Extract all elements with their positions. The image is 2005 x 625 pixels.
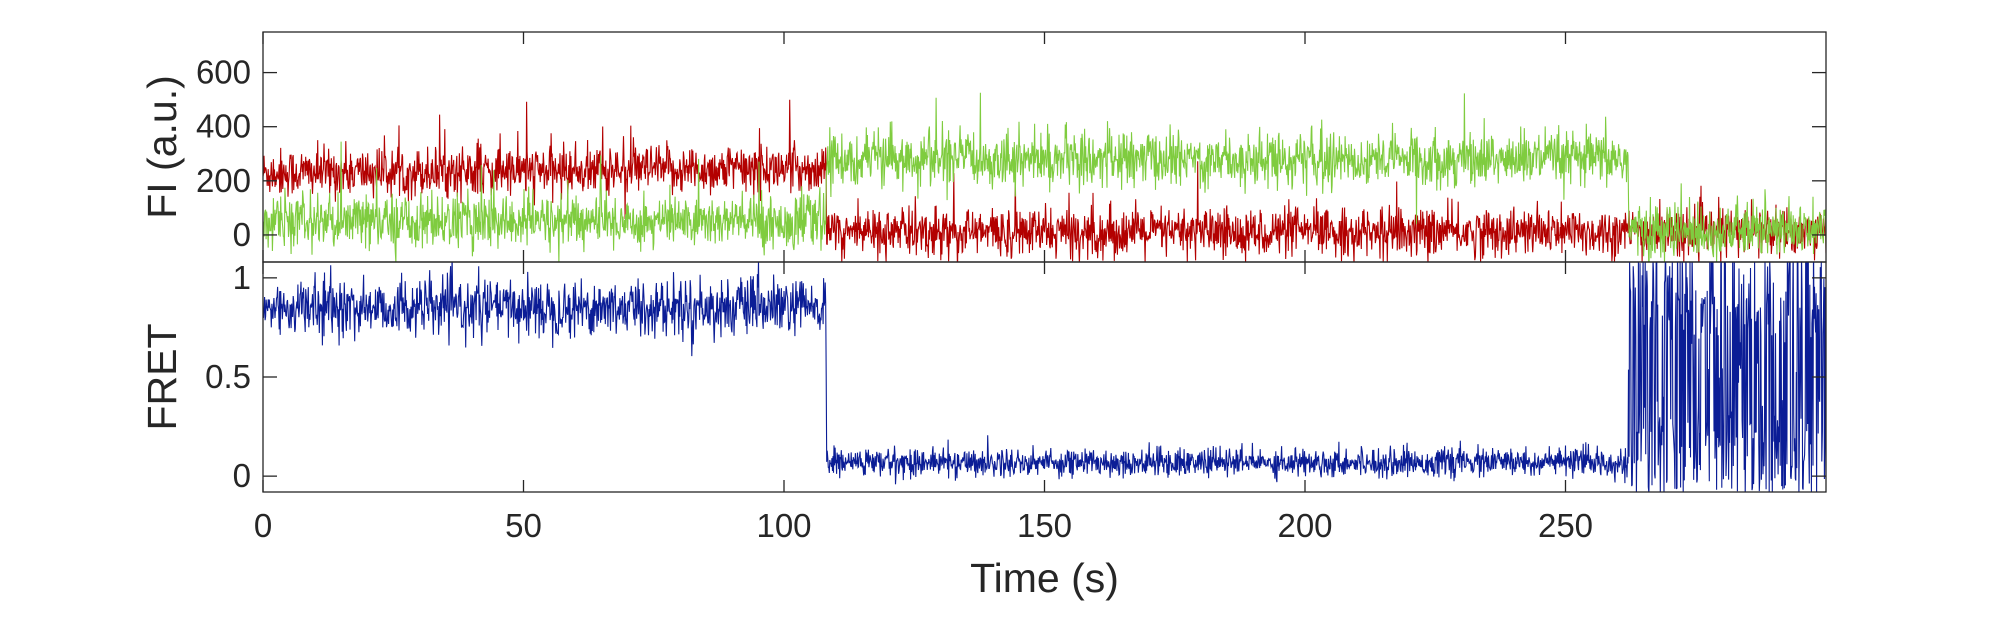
fret-panel: 0 0.5 1 0 50 100 150 200 250 FRET Time (s) <box>139 259 1827 601</box>
y-tick-label: 600 <box>196 54 251 91</box>
x-tick-label: 250 <box>1538 507 1593 544</box>
top-y-axis-label: FI (a.u.) <box>139 75 185 219</box>
y-tick-label: 1 <box>233 259 251 296</box>
x-tick-label: 50 <box>505 507 542 544</box>
donor-trace <box>263 92 1826 262</box>
y-tick-label: 400 <box>196 108 251 145</box>
x-tick-label: 0 <box>254 507 272 544</box>
y-tick-label: 200 <box>196 162 251 199</box>
x-tick-label: 200 <box>1277 507 1332 544</box>
x-tick-label: 100 <box>756 507 811 544</box>
y-tick-label: 0.5 <box>205 358 251 395</box>
y-tick-label: 0 <box>233 457 251 494</box>
x-tick-label: 150 <box>1017 507 1072 544</box>
y-tick-label: 0 <box>233 216 251 253</box>
acceptor-trace <box>263 99 1826 262</box>
bottom-y-axis-label: FRET <box>139 323 185 430</box>
fret-trace <box>263 262 1826 492</box>
intensity-panel: 0 200 400 600 FI (a.u.) <box>139 31 1827 263</box>
x-axis-label: Time (s) <box>970 555 1119 601</box>
